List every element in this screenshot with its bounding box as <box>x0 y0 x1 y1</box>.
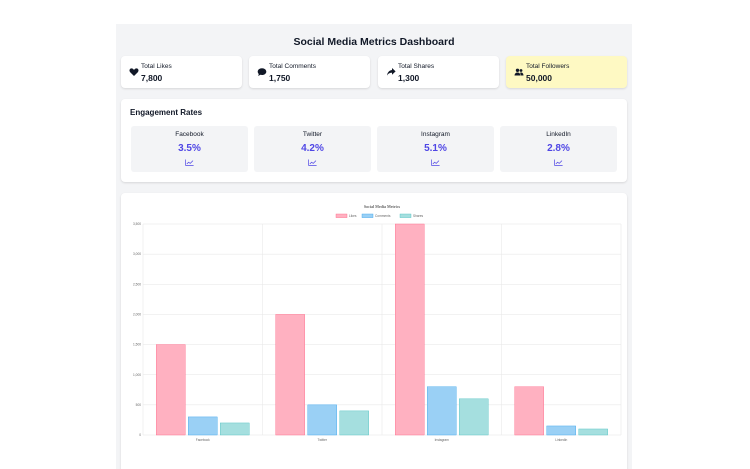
stat-label: Total Comments <box>269 63 316 70</box>
engagement-card-facebook: Facebook 3.5% <box>131 126 248 172</box>
bar-instagram-likes <box>395 223 425 436</box>
engagement-rate: 4.2% <box>301 143 324 154</box>
stat-card-followers: Total Followers 50,000 <box>506 56 627 88</box>
y-tick-label: 2,000 <box>133 313 141 317</box>
bar-linkedin-likes <box>514 386 544 436</box>
users-icon <box>514 68 524 76</box>
legend-label-likes: Likes <box>349 214 357 218</box>
trending-up-icon <box>431 159 440 166</box>
stat-label: Total Followers <box>526 63 570 70</box>
metrics-bar-chart: Social Media Metrics Likes Comments Shares 0… <box>133 204 622 442</box>
platform-name: Instagram <box>421 131 450 138</box>
dashboard: Social Media Metrics Dashboard Total Lik… <box>116 24 632 469</box>
legend-swatch-likes <box>335 213 348 218</box>
engagement-card-linkedin: LinkedIn 2.8% <box>500 126 617 172</box>
stat-value: 7,800 <box>141 73 163 83</box>
y-tick-label: 3,500 <box>133 222 141 226</box>
x-tick-label: Instagram <box>435 438 450 442</box>
y-tick-label: 0 <box>139 433 141 437</box>
share-icon <box>387 68 396 76</box>
bar-facebook-comments <box>188 416 218 436</box>
x-tick-label: Facebook <box>196 438 210 442</box>
x-tick-label: LinkedIn <box>555 438 567 442</box>
bar-linkedin-shares <box>578 428 608 436</box>
trending-up-icon <box>308 159 317 166</box>
bar-twitter-comments <box>307 404 337 436</box>
y-tick-label: 1,500 <box>133 343 141 347</box>
platform-name: Twitter <box>302 131 323 138</box>
y-tick-label: 2,500 <box>133 282 141 286</box>
legend-label-shares: Shares <box>413 214 424 218</box>
engagement-rates-section: Engagement Rates Facebook 3.5% Twitter 4… <box>121 99 627 182</box>
y-tick-label: 1,000 <box>133 373 141 377</box>
engagement-card-instagram: Instagram 5.1% <box>377 126 494 172</box>
engagement-card-twitter: Twitter 4.2% <box>254 126 371 172</box>
trending-up-icon <box>554 159 563 166</box>
bar-instagram-comments <box>427 386 457 436</box>
bar-twitter-likes <box>275 314 305 436</box>
heart-icon <box>129 68 139 76</box>
stat-card-shares: Total Shares 1,300 <box>378 56 499 88</box>
legend-swatch-comments <box>361 213 374 218</box>
stat-card-comments: Total Comments 1,750 <box>249 56 370 88</box>
bar-twitter-shares <box>339 410 369 436</box>
stat-value: 1,300 <box>398 73 420 83</box>
legend-swatch-shares <box>399 213 412 218</box>
bar-instagram-shares <box>459 398 489 436</box>
stat-value: 50,000 <box>526 73 552 83</box>
engagement-rate: 5.1% <box>424 143 447 154</box>
bar-linkedin-comments <box>546 425 576 436</box>
platform-name: LinkedIn <box>546 131 571 138</box>
bar-facebook-likes <box>156 344 186 436</box>
metrics-chart-card: Social Media Metrics Likes Comments Shares 0… <box>121 193 627 469</box>
stat-label: Total Likes <box>141 63 172 70</box>
stat-card-likes: Total Likes 7,800 <box>121 56 242 88</box>
page-title: Social Media Metrics Dashboard <box>293 36 455 48</box>
y-tick-label: 3,000 <box>133 252 141 256</box>
section-title: Engagement Rates <box>130 108 203 117</box>
legend-label-comments: Comments <box>375 214 391 218</box>
stat-value: 1,750 <box>269 73 291 83</box>
comment-icon <box>257 68 267 76</box>
x-tick-label: Twitter <box>318 438 328 442</box>
stat-label: Total Shares <box>398 63 435 70</box>
engagement-rate: 3.5% <box>178 143 201 154</box>
engagement-rate: 2.8% <box>547 143 570 154</box>
chart-title: Social Media Metrics <box>364 204 401 209</box>
platform-name: Facebook <box>175 131 204 138</box>
bar-facebook-shares <box>220 422 250 436</box>
y-tick-label: 500 <box>136 403 142 407</box>
trending-up-icon <box>185 159 194 166</box>
